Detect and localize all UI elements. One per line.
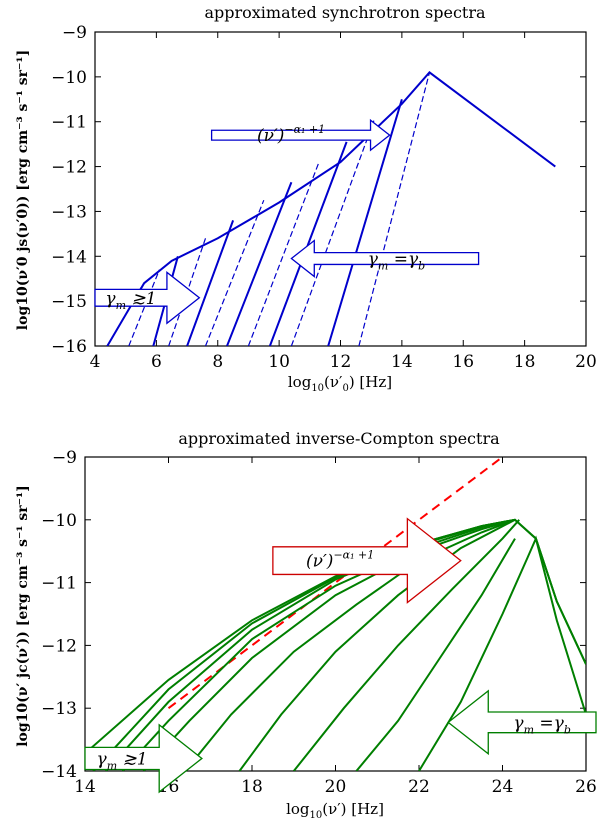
y-tick-label: −9 [52, 448, 77, 468]
series-line-10 [290, 119, 375, 346]
x-tick-label: 6 [151, 352, 162, 372]
series-line-7 [238, 518, 516, 771]
x-tick-label: 12 [330, 352, 352, 372]
x-tick-label: 20 [575, 352, 597, 372]
y-tick-label: −16 [51, 337, 87, 357]
series-line-9 [268, 141, 348, 346]
annotation-arrow-1 [210, 118, 391, 152]
annotation-label-3: γm ≳1 [97, 749, 148, 772]
synchrotron-title: approximated synchrotron spectra [204, 3, 486, 22]
series-line-11 [327, 99, 403, 346]
synchrotron-panel: approximated synchrotron spectra 4 6 8 10 12… [15, 3, 597, 394]
y-tick-label: −10 [51, 68, 87, 88]
x-tick-label: 14 [391, 352, 413, 372]
series-line-6 [184, 518, 516, 771]
annotation-label-1: (ν′)−α₁ +1 [257, 123, 325, 146]
synchrotron-plot-area: 4 6 8 10 12 14 16 18 20 −9 −10 −11 −12 −13 −14 −15 −16 (ν… [51, 23, 597, 372]
x-tick-label: 24 [492, 777, 514, 797]
x-tick-label: 10 [268, 352, 290, 372]
y-tick-label: −13 [41, 699, 77, 719]
synchrotron-xlabel: log10(ν′0) [Hz] [288, 373, 392, 394]
inverse-compton-ylabel: log10(ν′ jc(ν′)) [erg cm⁻³ s⁻¹ sr⁻¹] [15, 485, 31, 747]
y-tick-label: −14 [41, 762, 77, 782]
annotation-arrow-2 [290, 239, 480, 278]
series-line-5 [186, 220, 235, 346]
inverse-compton-xlabel: log10(ν′) [Hz] [286, 800, 384, 821]
annotation-label-1: (ν′)−α₁ +1 [306, 549, 374, 572]
series-line-10 [418, 535, 586, 771]
series-line-5 [142, 518, 516, 771]
reference-powerlaw-line [167, 457, 504, 709]
series-line-3 [105, 518, 516, 771]
inverse-compton-plot-area: 14 16 18 20 22 24 26−9−10−11−12−13−14(ν′)−α₁ +… [41, 448, 597, 797]
series-line-8 [293, 519, 520, 771]
series-line-6 [204, 199, 265, 346]
x-tick-label: 16 [452, 352, 474, 372]
annotation-label-3: γm ≳1 [105, 289, 156, 312]
annotation-arrow-2 [447, 689, 597, 756]
x-tick-label: 8 [212, 352, 223, 372]
x-tick-label: 4 [90, 352, 101, 372]
y-tick-label: −12 [51, 158, 87, 178]
spectrum-envelope-line [106, 71, 556, 346]
annotation-arrow-1 [272, 517, 462, 604]
x-tick-label: 18 [241, 777, 263, 797]
annotation-label-2: γm =γb [368, 250, 425, 273]
y-tick-label: −11 [51, 113, 87, 133]
synchrotron-ylabel: log10(ν′0 js(ν′0)) [erg cm⁻³ s⁻¹ sr⁻¹] [15, 50, 31, 330]
y-tick-label: −15 [51, 292, 87, 312]
x-tick-label: 20 [325, 777, 347, 797]
annotation-arrow-3 [84, 723, 203, 794]
series-line-9 [355, 538, 516, 771]
series-line-4 [121, 518, 516, 771]
annotation-label-2: γm =γb [513, 713, 570, 736]
x-tick-label: 26 [575, 777, 597, 797]
y-tick-label: −14 [51, 247, 87, 267]
x-tick-label: 22 [408, 777, 430, 797]
x-tick-label: 14 [74, 777, 96, 797]
y-tick-label: −10 [41, 511, 77, 531]
y-tick-label: −12 [41, 636, 77, 656]
inverse-compton-title: approximated inverse-Compton spectra [178, 429, 500, 448]
series-line-2 [128, 269, 160, 346]
y-tick-label: −11 [41, 574, 77, 594]
inverse-compton-panel: approximated inverse-Compton spectra 14 1… [15, 429, 597, 821]
series-line-8 [247, 161, 320, 346]
series-line-12 [358, 72, 431, 346]
y-tick-label: −9 [62, 23, 87, 43]
series-line-7 [226, 181, 293, 346]
y-tick-label: −13 [51, 202, 87, 222]
x-tick-label: 18 [514, 352, 536, 372]
annotation-arrow-3 [94, 270, 201, 325]
